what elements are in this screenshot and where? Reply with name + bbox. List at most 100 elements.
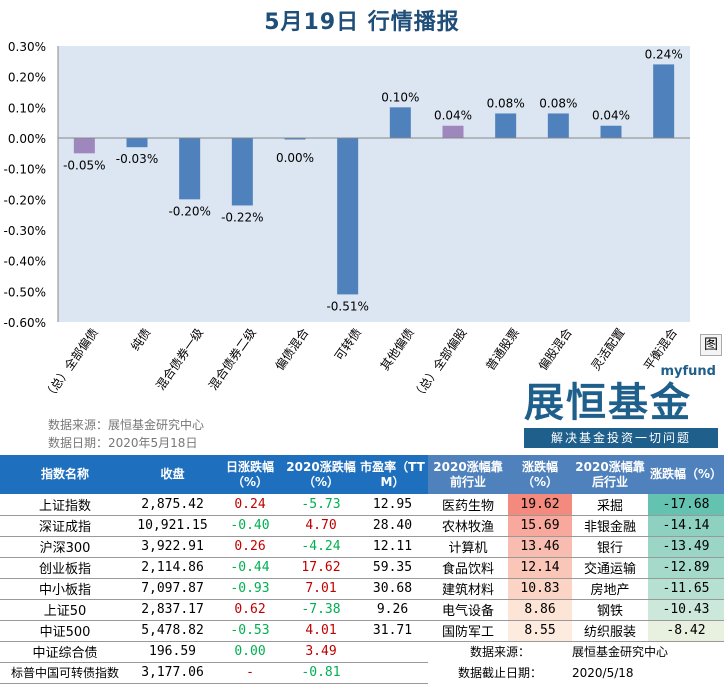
industry-change: -10.43 — [648, 599, 724, 621]
index-table: 指数名称 收盘 日涨跌幅（%） 2020涨跌幅（%） 市盈率（TTM） 上证指数 2,875… — [0, 455, 428, 684]
data-label: -0.22% — [221, 210, 263, 224]
column-header: 2020涨幅靠前行业 — [428, 455, 508, 494]
table-cell: 0.00 — [215, 641, 285, 663]
industry-change: 19.62 — [508, 494, 572, 516]
data-label: 0.10% — [381, 90, 419, 104]
x-tick-label: （总）全部偏债 — [40, 325, 100, 402]
column-header: 2020涨跌幅（%） — [285, 455, 357, 494]
bar — [231, 138, 253, 206]
table-row: 深证成指 10,921.15 -0.40 4.70 28.40 — [0, 515, 428, 537]
table-row: 农林牧渔 15.69 非银金融 -14.14 — [428, 515, 724, 537]
table-cell: -0.44 — [215, 557, 285, 579]
column-header: 涨跌幅（%） — [508, 455, 572, 494]
industry-change: 8.55 — [508, 620, 572, 642]
data-label: -0.03% — [116, 152, 158, 166]
table-cell: 0.26 — [215, 536, 285, 558]
date-note: 数据日期：2020年5月18日 — [48, 436, 198, 450]
column-header: 涨跌幅（%） — [648, 455, 724, 494]
industry-name: 建筑材料 — [428, 578, 508, 600]
industry-name: 采掘 — [572, 494, 648, 516]
table-cell — [357, 662, 428, 684]
industry-name: 交通运输 — [572, 557, 648, 579]
bar — [337, 138, 359, 295]
table-cell: 中小板指 — [0, 578, 130, 600]
footnote-value: 展恒基金研究中心 — [572, 645, 669, 660]
table-cell: 标普中国可转债指数 — [0, 662, 130, 684]
table-row: 创业板指 2,114.86 -0.44 17.62 59.35 — [0, 557, 428, 579]
figure-button[interactable]: 图 — [700, 334, 722, 356]
industry-name: 国防军工 — [428, 620, 508, 642]
plot-area — [58, 46, 690, 322]
industry-table: 2020涨幅靠前行业 涨跌幅（%） 2020涨幅靠后行业 涨跌幅（%） 医药生物 19.6… — [428, 455, 724, 683]
table-row: 上证50 2,837.17 0.62 -7.38 9.26 — [0, 599, 428, 621]
data-label: 0.24% — [645, 47, 683, 61]
logo-slogan: 解决基金投资一切问题 — [524, 428, 718, 448]
table-cell: -5.73 — [285, 494, 357, 516]
footnote-value: 2020/5/18 — [572, 665, 634, 680]
y-tick-label: -0.20% — [4, 193, 46, 207]
table-cell: 3.49 — [285, 641, 357, 663]
table-cell: -7.38 — [285, 599, 357, 621]
logo: myfund 展恒基金 解决基金投资一切问题 — [516, 360, 720, 448]
footnote-row: 数据来源： 展恒基金研究中心 — [428, 641, 724, 662]
column-header: 收盘 — [130, 455, 215, 494]
table-cell: -0.53 — [215, 620, 285, 642]
industry-change: -12.89 — [648, 557, 724, 579]
table-cell: 2,875.42 — [130, 494, 215, 516]
bar — [600, 125, 622, 138]
footnote-label: 数据截止日期： — [457, 666, 542, 680]
y-tick-label: 0.00% — [8, 132, 46, 146]
y-tick-label: 0.20% — [8, 71, 46, 85]
industry-name: 医药生物 — [428, 494, 508, 516]
table-cell — [357, 641, 428, 663]
table-cell: 12.11 — [357, 536, 428, 558]
table-cell: 4.70 — [285, 515, 357, 537]
y-tick-label: -0.60% — [4, 316, 46, 330]
table-cell: 196.59 — [130, 641, 215, 663]
bar — [547, 113, 569, 138]
table-cell: -4.24 — [285, 536, 357, 558]
bar-chart: 0.30% 0.20% 0.10% 0.00% -0.10% -0.20% -0.30% -0… — [4, 40, 690, 403]
bar — [73, 138, 95, 154]
x-tick-label: （总）全部偏股 — [409, 325, 469, 402]
table-cell: 中证500 — [0, 620, 130, 642]
x-tick-label: 其他偏债 — [377, 325, 417, 373]
data-label: 0.04% — [434, 109, 472, 123]
column-header: 2020涨幅靠后行业 — [572, 455, 648, 494]
table-cell: 2,114.86 — [130, 557, 215, 579]
table-cell: 3,922.91 — [130, 536, 215, 558]
y-tick-label: -0.40% — [4, 255, 46, 269]
column-header: 指数名称 — [0, 455, 130, 494]
industry-change: 13.46 — [508, 536, 572, 558]
table-cell: 30.68 — [357, 578, 428, 600]
table-cell: 28.40 — [357, 515, 428, 537]
industry-change: 8.86 — [508, 599, 572, 621]
table-row: 中证500 5,478.82 -0.53 4.01 31.71 — [0, 620, 428, 642]
bar — [126, 138, 148, 148]
x-tick-label: 纯债 — [128, 326, 153, 354]
column-header: 日涨跌幅（%） — [215, 455, 285, 494]
y-tick-label: -0.50% — [4, 285, 46, 299]
data-label: 0.00% — [276, 151, 314, 165]
data-label: 0.04% — [592, 109, 630, 123]
table-cell: 7,097.87 — [130, 578, 215, 600]
x-tick-label: 混合债券一级 — [153, 325, 207, 393]
industry-change: -17.68 — [648, 494, 724, 516]
table-cell: 0.24 — [215, 494, 285, 516]
table-cell: 上证50 — [0, 599, 130, 621]
industry-change: 10.83 — [508, 578, 572, 600]
table-cell: 2,837.17 — [130, 599, 215, 621]
data-label: -0.20% — [168, 204, 210, 218]
y-tick-label: -0.30% — [4, 224, 46, 238]
table-cell: 沪深300 — [0, 536, 130, 558]
table-cell: 0.62 — [215, 599, 285, 621]
table-row: 中小板指 7,097.87 -0.93 7.01 30.68 — [0, 578, 428, 600]
table-row: 国防军工 8.55 纺织服装 -8.42 — [428, 620, 724, 642]
data-label: -0.51% — [326, 299, 368, 313]
footnote-row: 数据截止日期： 2020/5/18 — [428, 662, 724, 683]
industry-name: 纺织服装 — [572, 620, 648, 642]
data-label: -0.05% — [63, 158, 105, 172]
logo-name: 展恒基金 — [524, 380, 692, 426]
table-cell: 7.01 — [285, 578, 357, 600]
industry-name: 钢铁 — [572, 599, 648, 621]
